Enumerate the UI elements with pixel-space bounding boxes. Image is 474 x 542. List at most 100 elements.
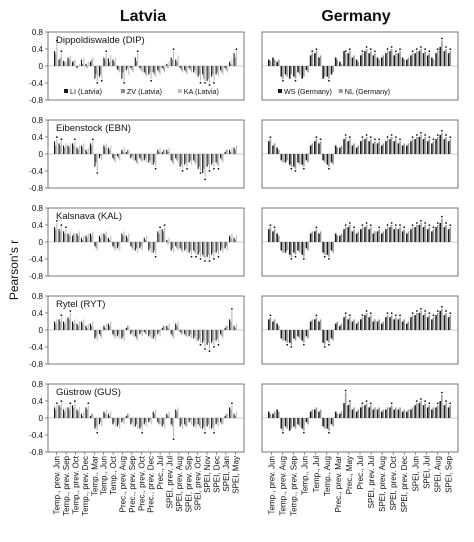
significance-marker (286, 343, 289, 346)
bar-zv (73, 145, 75, 154)
bar-li (157, 330, 159, 335)
panel-germany-4 (261, 383, 459, 453)
bar-ws (385, 409, 387, 418)
bar-ws (351, 57, 354, 66)
bar-nl (323, 66, 326, 77)
bar-li (134, 242, 136, 251)
bar-li (175, 242, 177, 247)
bar-nl (336, 147, 339, 155)
bar-li (152, 242, 154, 253)
significance-marker (172, 48, 175, 51)
bar-ka (60, 53, 62, 66)
bar-li (233, 53, 235, 66)
significance-marker (204, 260, 206, 262)
bar-ka (128, 325, 130, 330)
significance-marker (204, 81, 206, 84)
bar-li (134, 154, 136, 161)
bar-ws (347, 53, 349, 66)
significance-marker (394, 136, 397, 139)
bar-ws (431, 409, 433, 418)
bar-zv (221, 154, 223, 161)
bar-li (67, 57, 69, 66)
bar-li (112, 59, 114, 67)
bar-nl (432, 317, 435, 330)
bar-ka (132, 154, 134, 161)
bar-ws (330, 66, 333, 75)
bar-zv (189, 66, 191, 71)
significance-marker (290, 257, 293, 260)
bar-ws (418, 137, 421, 154)
bar-nl (390, 49, 393, 66)
bar-nl (298, 154, 301, 165)
bar-ka (83, 319, 85, 331)
bar-zv (212, 330, 214, 341)
significance-marker (369, 136, 372, 139)
bar-ka (69, 313, 71, 330)
bar-li (220, 418, 222, 423)
bar-li (233, 237, 235, 242)
y-tick-label: 0 (39, 238, 44, 247)
bar-ka (181, 330, 184, 335)
significance-marker (420, 131, 422, 134)
bar-ws (368, 317, 370, 330)
bar-ka (217, 66, 219, 77)
significance-marker (64, 226, 67, 229)
bar-li (184, 242, 186, 251)
bar-nl (303, 418, 305, 431)
bar-ws (339, 325, 341, 330)
bar-nl (411, 315, 414, 331)
bar-zv (212, 154, 214, 163)
bar-ka (60, 141, 62, 154)
x-tick-label: Temp., prev. Jun (268, 456, 277, 515)
bar-nl (432, 407, 435, 419)
bar-ws (372, 233, 375, 242)
bar-zv (82, 323, 84, 331)
bar-zv (64, 411, 66, 419)
bar-zv (171, 59, 173, 67)
panel-title: Dippoldiswalde (DIP) (56, 35, 145, 46)
bar-li (143, 66, 145, 73)
significance-marker (217, 343, 220, 346)
bar-nl (282, 154, 284, 163)
bar-ws (314, 231, 316, 243)
bar-nl (353, 143, 355, 155)
bar-li (211, 242, 213, 255)
bar-nl (428, 53, 431, 66)
bar-zv (176, 411, 178, 419)
bar-ws (397, 53, 400, 66)
bar-ws (380, 323, 383, 331)
bar-nl (399, 407, 401, 419)
bar-li (179, 66, 181, 69)
bar-nl (332, 330, 334, 341)
bar-zv (109, 325, 111, 330)
bar-ws (401, 231, 404, 243)
x-tick-label: Temp., prev. Sep (290, 455, 299, 515)
bar-li (206, 418, 208, 427)
bar-zv (95, 418, 97, 427)
bar-li (116, 418, 118, 427)
bar-ws (326, 418, 329, 429)
bar-zv (203, 66, 205, 79)
bar-nl (403, 229, 405, 242)
bar-ws (334, 323, 337, 331)
bar-ws (406, 145, 408, 154)
bar-li (130, 418, 132, 425)
significance-marker (411, 312, 414, 315)
bar-ws (360, 319, 362, 331)
bar-nl (420, 310, 422, 331)
bar-ka (74, 319, 76, 331)
bar-ka (101, 66, 103, 79)
bar-ka (155, 66, 157, 77)
bar-zv (230, 321, 232, 330)
bar-zv (198, 330, 200, 339)
bar-zv (158, 233, 160, 242)
significance-marker (199, 172, 202, 174)
bar-zv (180, 330, 182, 335)
bar-ws (364, 139, 366, 155)
bar-li (166, 413, 168, 418)
y-tick-label: -0.4 (29, 343, 43, 352)
bar-li (58, 319, 60, 331)
bar-zv (55, 409, 57, 418)
bar-nl (420, 134, 422, 155)
bar-li (80, 413, 83, 418)
